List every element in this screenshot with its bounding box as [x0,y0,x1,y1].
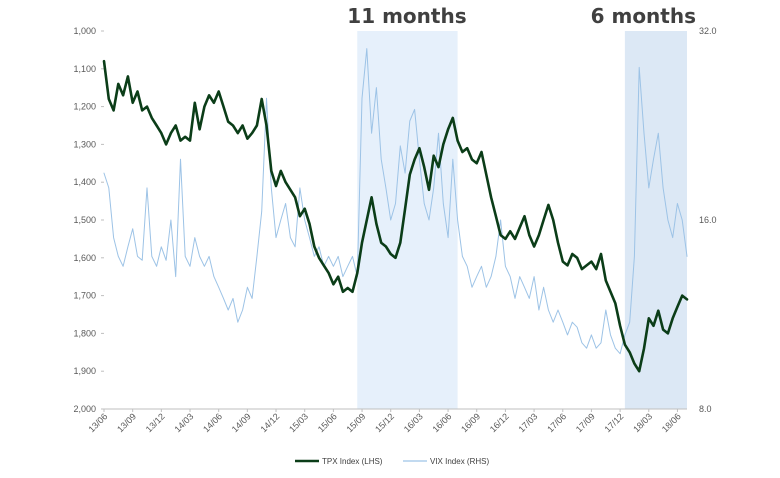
y-axis-right: 32.0 16.0 8.0 [699,26,717,414]
shaded-period-0 [357,31,458,409]
y-left-tick-label: 2,000 [73,404,96,414]
series-lines [102,48,689,373]
y-left-tick-label: 1,300 [73,139,96,149]
y-left-tick-label: 1,700 [73,291,96,301]
period-annotations: 11 months 6 months [347,4,696,28]
y-left-tick-label: 1,500 [73,215,96,225]
y-left-tick-label: 1,200 [73,102,96,112]
legend-label: TPX Index (LHS) [322,457,383,466]
y-left-tick-label: 1,400 [73,177,96,187]
series-line-tpx [102,59,689,373]
y-left-tick-label: 1,100 [73,64,96,74]
period-annotation-label: 6 months [591,4,696,28]
y-left-tick-label: 1,900 [73,366,96,376]
y-axis-left: 1,000 1,100 1,200 1,300 1,400 1,500 1,600 1,700… [73,26,104,414]
y-right-tick-label: 32.0 [699,26,717,36]
y-left-tick-label: 1,600 [73,253,96,263]
shaded-periods [357,31,687,409]
y-right-tick-label: 16.0 [699,215,717,225]
series-line-vix [103,48,688,355]
y-left-tick-label: 1,800 [73,328,96,338]
period-annotation-label: 11 months [347,4,466,28]
y-left-tick-label: 1,000 [73,26,96,36]
y-right-tick-label: 8.0 [699,404,712,414]
legend: TPX Index (LHS) VIX Index (RHS) [295,457,489,466]
legend-label: VIX Index (RHS) [430,457,489,466]
shaded-period-1 [624,31,687,409]
